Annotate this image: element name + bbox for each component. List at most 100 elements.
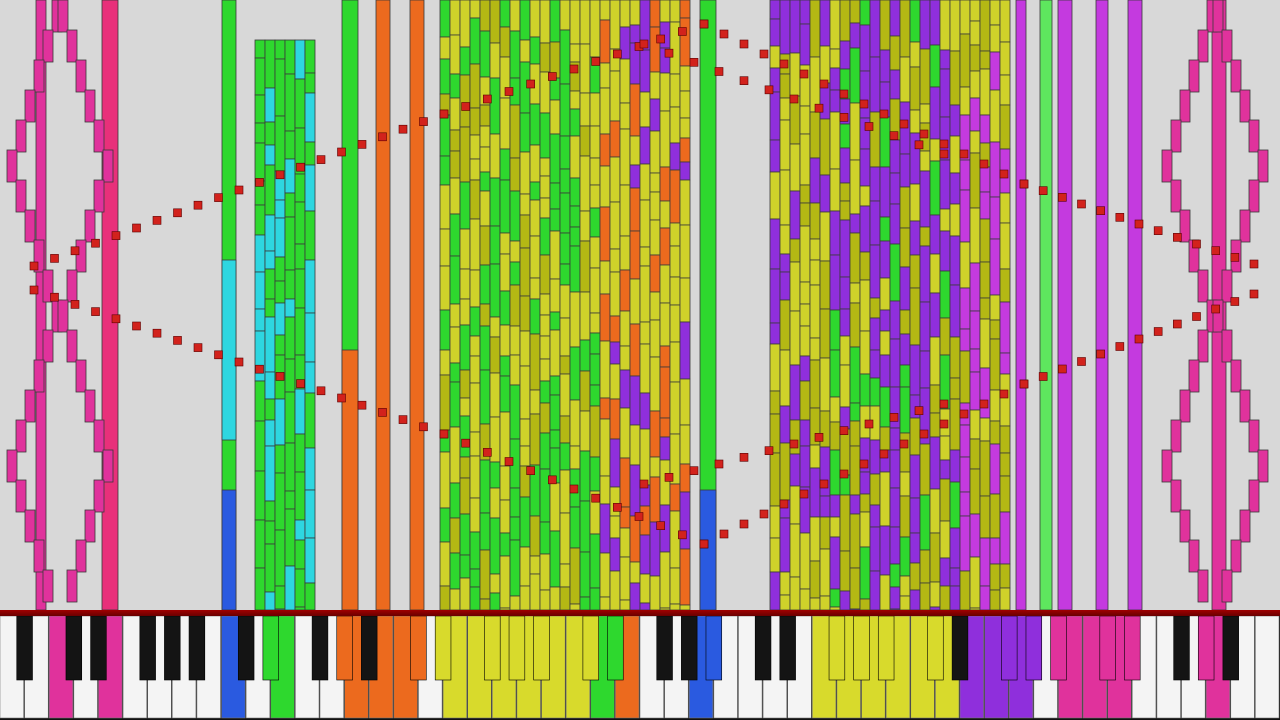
note-block xyxy=(57,299,69,333)
note-block xyxy=(659,436,671,461)
note-block xyxy=(254,420,266,472)
red-note-dot xyxy=(255,178,264,187)
note-block xyxy=(929,214,941,255)
note-block xyxy=(579,410,591,452)
note-block xyxy=(939,159,951,210)
note-column xyxy=(1015,0,1027,610)
note-block xyxy=(659,366,671,419)
red-note-dot xyxy=(439,429,449,439)
note-block xyxy=(509,104,521,159)
note-block xyxy=(869,297,881,319)
note-block xyxy=(619,58,631,104)
note-block xyxy=(809,157,821,204)
note-block xyxy=(254,39,266,59)
red-note-dot xyxy=(111,231,121,240)
red-note-dot xyxy=(789,94,799,104)
note-block xyxy=(509,284,521,327)
red-note-dot xyxy=(152,216,162,225)
red-note-dot xyxy=(504,457,514,466)
black-key xyxy=(607,616,624,681)
note-block xyxy=(559,586,571,610)
red-note-dot xyxy=(1153,226,1163,235)
note-block xyxy=(929,436,941,490)
note-block xyxy=(284,269,296,300)
note-block xyxy=(254,142,266,182)
note-block xyxy=(1257,149,1269,183)
note-block xyxy=(304,259,316,314)
note-block xyxy=(669,381,681,435)
note-block xyxy=(609,515,621,539)
note-block xyxy=(509,190,521,242)
note-block xyxy=(929,581,941,608)
note-block xyxy=(859,148,871,187)
note-block xyxy=(809,467,821,518)
note-block xyxy=(1179,389,1191,423)
note-block xyxy=(529,413,541,466)
note-block xyxy=(479,369,491,425)
note-block xyxy=(499,290,511,326)
note-block xyxy=(489,372,501,418)
note-block xyxy=(989,0,1001,26)
note-block xyxy=(769,171,781,220)
note-block xyxy=(779,349,791,407)
note-block xyxy=(859,546,871,600)
note-block xyxy=(459,456,471,479)
note-block xyxy=(449,552,461,590)
note-block xyxy=(499,355,511,377)
note-block xyxy=(499,0,511,28)
red-note-dot xyxy=(739,453,749,462)
red-note-dot xyxy=(839,113,849,122)
note-block xyxy=(829,536,841,590)
note-block xyxy=(559,373,571,417)
note-block xyxy=(639,199,651,248)
note-block xyxy=(449,97,461,131)
note-block xyxy=(919,549,931,584)
note-block xyxy=(66,269,78,303)
note-block xyxy=(284,73,296,132)
note-block xyxy=(294,268,306,309)
note-block xyxy=(939,459,951,480)
note-block xyxy=(879,49,891,83)
note-block xyxy=(274,302,286,336)
note-block xyxy=(889,300,901,340)
note-block xyxy=(294,568,306,608)
note-block xyxy=(949,449,961,483)
red-note-dot xyxy=(337,393,346,403)
red-note-dot xyxy=(461,438,470,448)
note-block xyxy=(539,432,551,470)
note-block xyxy=(66,29,78,63)
red-note-dot xyxy=(91,307,100,316)
note-block xyxy=(809,238,821,261)
note-block xyxy=(449,362,461,383)
note-block xyxy=(839,308,851,337)
note-block xyxy=(909,0,921,43)
note-block xyxy=(949,377,961,400)
note-block xyxy=(929,160,941,216)
note-block xyxy=(629,323,641,377)
note-block xyxy=(779,442,791,501)
note-block xyxy=(829,210,841,256)
note-block xyxy=(439,0,451,38)
note-block xyxy=(659,459,671,506)
red-note-dot xyxy=(1230,253,1240,262)
black-key xyxy=(828,616,846,681)
note-block xyxy=(489,42,501,79)
note-block xyxy=(599,503,611,554)
note-block xyxy=(899,56,911,103)
note-block xyxy=(589,236,601,269)
note-block xyxy=(66,329,78,363)
note-block xyxy=(539,175,551,199)
note-block xyxy=(264,419,276,447)
black-key xyxy=(1173,616,1190,681)
note-block xyxy=(264,144,276,166)
note-block xyxy=(999,104,1011,150)
note-block xyxy=(799,105,811,135)
note-block xyxy=(102,449,114,483)
note-block xyxy=(839,147,851,184)
note-block xyxy=(539,314,551,337)
note-block xyxy=(589,0,601,58)
note-block xyxy=(829,588,841,608)
note-block xyxy=(559,317,571,357)
black-key xyxy=(1025,616,1043,681)
note-block xyxy=(559,469,571,514)
